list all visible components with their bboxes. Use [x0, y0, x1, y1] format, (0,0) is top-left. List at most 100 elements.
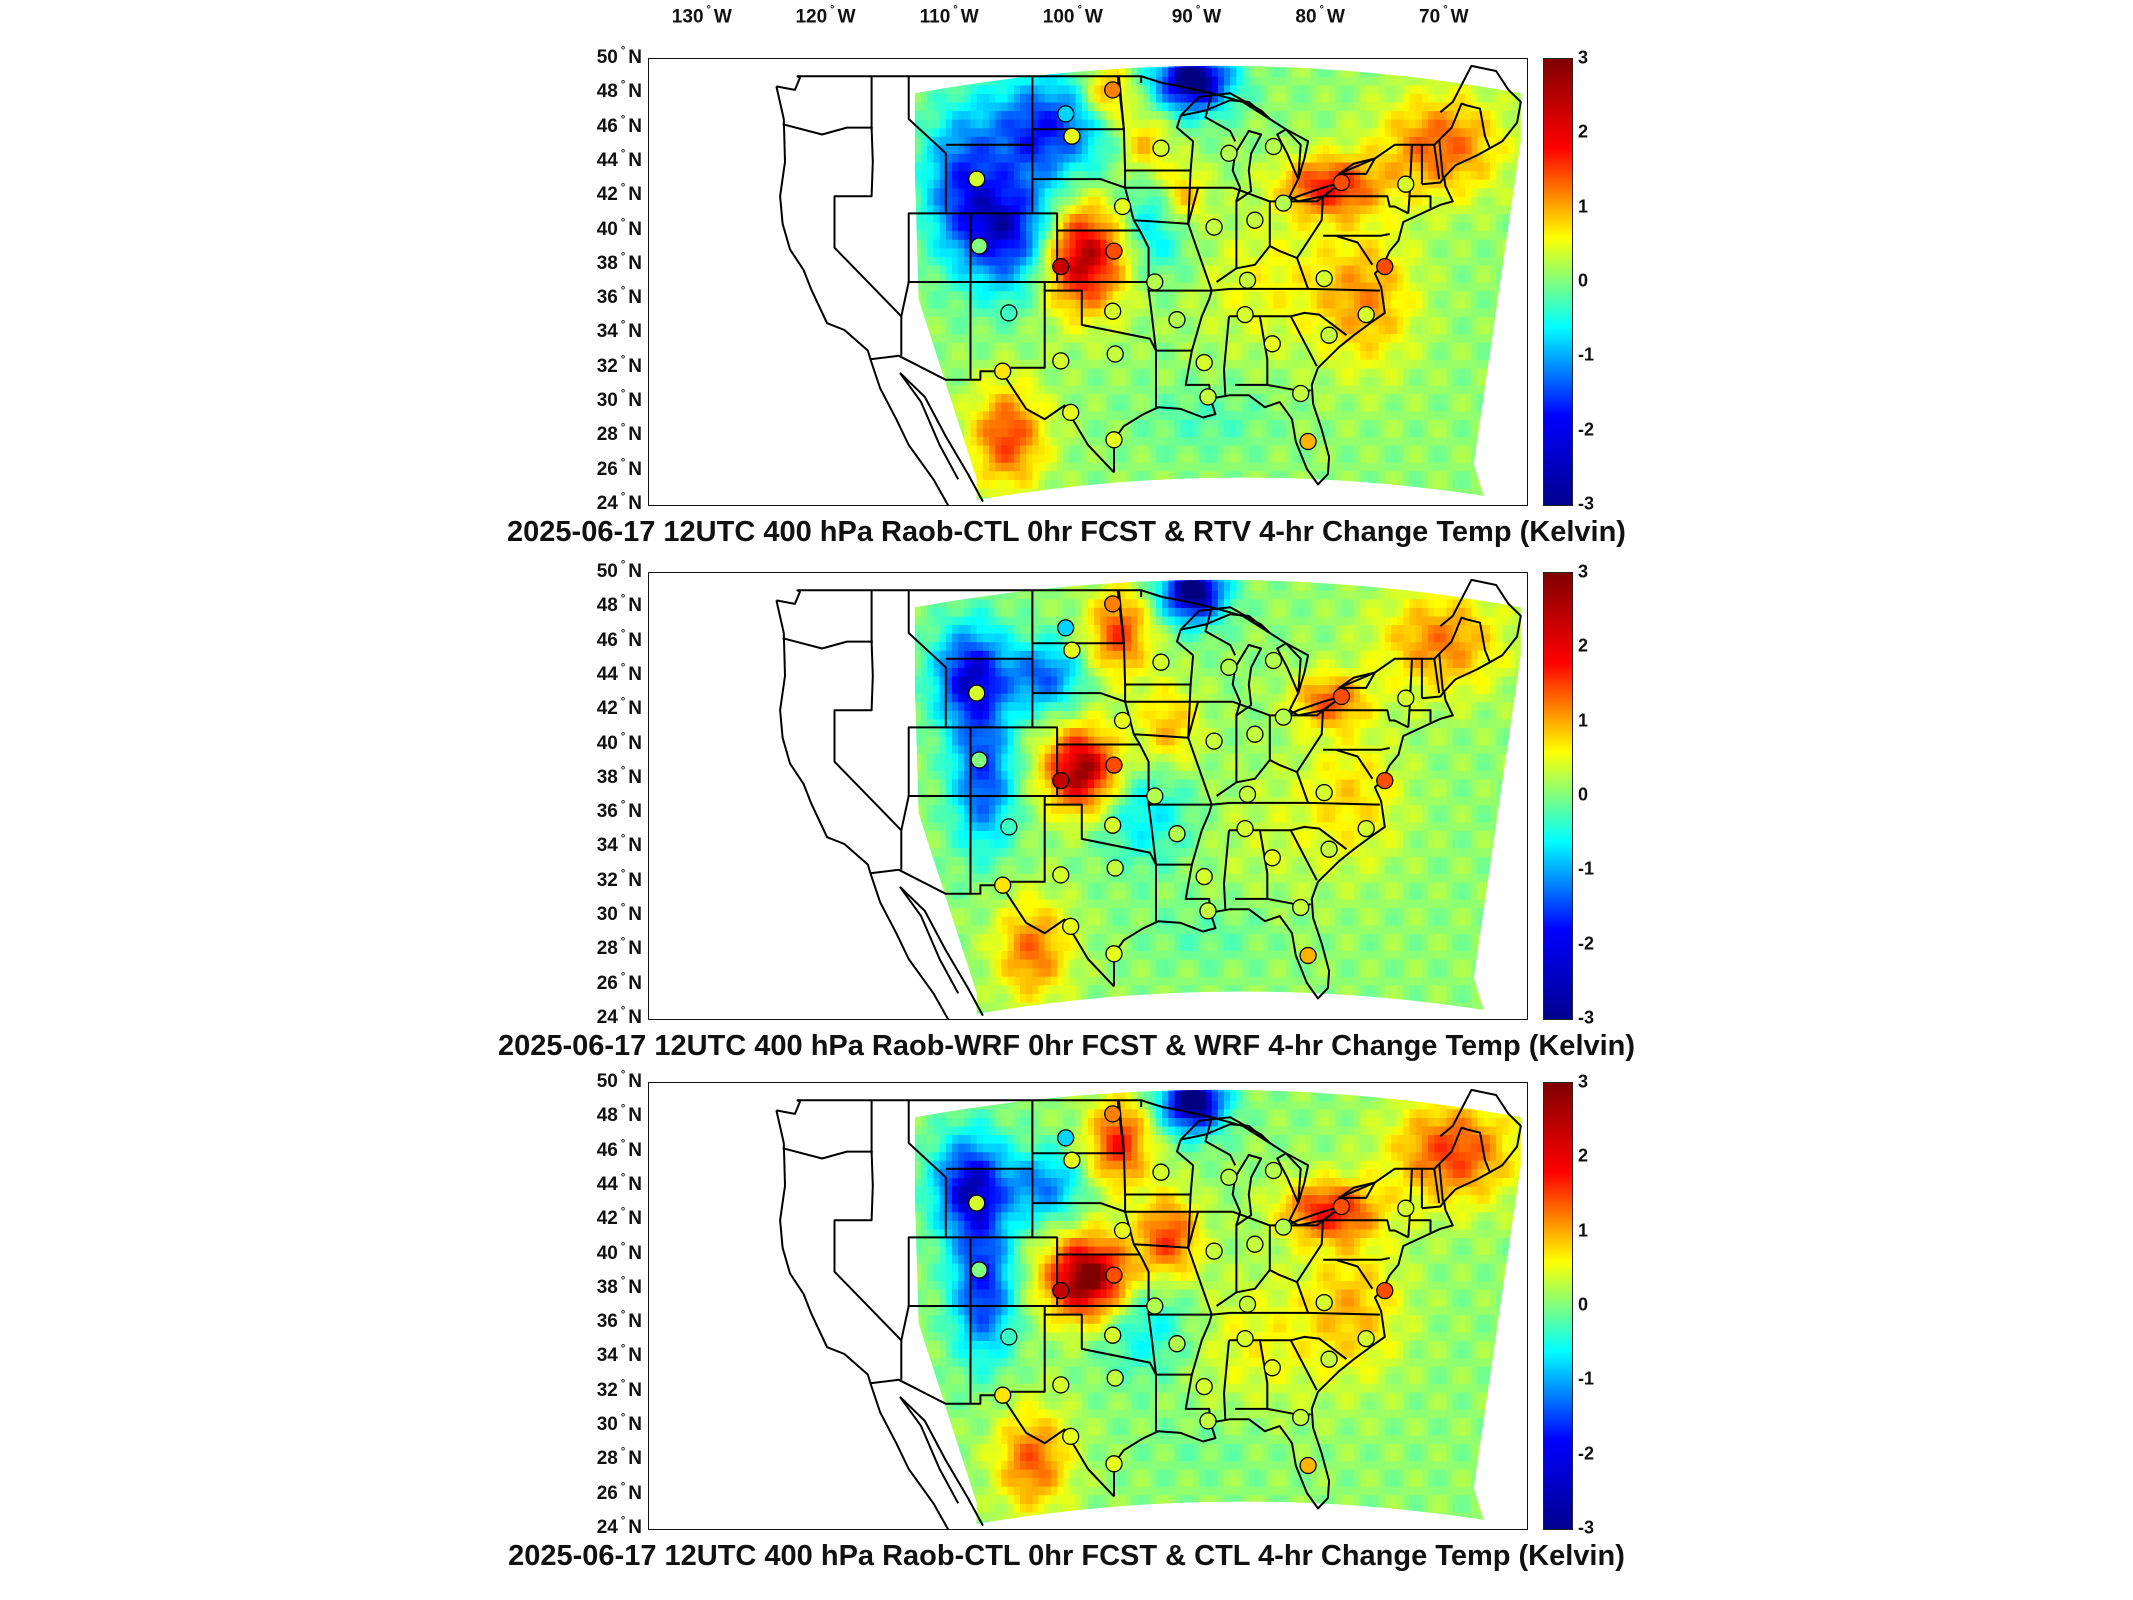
map-frame: [648, 1082, 1528, 1530]
station-marker: [1195, 1377, 1213, 1396]
station-marker: [1146, 1297, 1164, 1315]
raob-stations: [968, 81, 1415, 451]
station-marker: [970, 751, 988, 769]
latitude-axis: 50 ° N 48 ° N 46 ° N 44 ° N 42 ° N 40 ° N 38 ° N 36 ° N 34 ° N 32 ° N…: [560, 45, 646, 514]
latitude-label: 44 ° N: [596, 1171, 642, 1196]
station-marker: [1062, 403, 1080, 422]
station-marker: [1062, 1427, 1080, 1446]
station-marker: [1299, 432, 1317, 451]
station-marker: [1236, 1329, 1254, 1348]
latitude-label: 36 ° N: [596, 1308, 642, 1333]
station-marker: [1104, 1105, 1122, 1123]
station-marker: [1199, 1412, 1217, 1430]
latitude-label: 46 ° N: [596, 1137, 642, 1161]
station-marker: [1105, 1266, 1123, 1284]
station-marker: [1320, 1350, 1338, 1368]
station-marker: [1113, 197, 1132, 216]
station-marker: [1292, 898, 1310, 917]
colorbar-tick-label: 3: [1578, 561, 1589, 582]
station-marker: [968, 170, 986, 188]
latitude-label: 32 ° N: [596, 1377, 642, 1401]
station-marker: [1000, 304, 1018, 322]
latitude-axis: 50 ° N 48 ° N 46 ° N 44 ° N 42 ° N 40 ° N 38 ° N 36 ° N 34 ° N 32 ° N…: [560, 559, 646, 1028]
station-marker: [1168, 311, 1186, 329]
latitude-label: 30 ° N: [596, 387, 642, 412]
raob-stations: [968, 1105, 1415, 1475]
latitude-label: 42 ° N: [596, 1206, 642, 1230]
temperature-map: [775, 64, 1522, 505]
latitude-label: 32 ° N: [596, 867, 642, 891]
station-marker: [1246, 725, 1264, 743]
latitude-label: 28 ° N: [596, 1446, 642, 1470]
station-marker: [1052, 1376, 1070, 1394]
station-marker: [1236, 305, 1254, 324]
station-marker: [1146, 273, 1164, 291]
latitude-label: 28 ° N: [596, 936, 642, 960]
latitude-label: 34 ° N: [596, 319, 642, 343]
station-marker: [1199, 388, 1217, 406]
station-marker: [970, 1261, 988, 1279]
station-marker: [1376, 771, 1394, 790]
latitude-label: 26 ° N: [596, 1480, 642, 1504]
station-marker: [1315, 269, 1333, 288]
raob-stations: [968, 595, 1415, 965]
station-marker: [1195, 353, 1213, 372]
station-marker: [1332, 173, 1351, 192]
colorbar-tick-label: 2: [1578, 635, 1589, 656]
station-marker: [1299, 1456, 1317, 1475]
station-marker: [1397, 689, 1415, 707]
temperature-map: [775, 578, 1522, 1019]
station-marker: [1052, 866, 1070, 884]
station-marker: [1397, 175, 1415, 193]
station-marker: [994, 1386, 1012, 1404]
station-marker: [1105, 756, 1123, 774]
station-marker: [1315, 1293, 1333, 1312]
station-marker: [1063, 641, 1081, 659]
station-marker: [1168, 825, 1186, 843]
latitude-label: 40 ° N: [596, 1240, 642, 1264]
latitude-label: 24 ° N: [596, 1514, 642, 1539]
latitude-label: 30 ° N: [596, 901, 642, 926]
station-marker: [1357, 305, 1375, 324]
latitude-label: 50 ° N: [596, 44, 642, 69]
station-marker: [1238, 271, 1257, 289]
station-marker: [1063, 127, 1081, 145]
station-marker: [1332, 1197, 1351, 1216]
station-marker: [1238, 785, 1257, 803]
station-marker: [1152, 1163, 1170, 1181]
station-marker: [1168, 1335, 1186, 1353]
station-marker: [994, 362, 1012, 380]
latitude-label: 48 ° N: [596, 1103, 642, 1127]
station-marker: [1057, 105, 1075, 123]
longitude-label: 110 ° W: [919, 4, 979, 28]
station-marker: [1106, 1369, 1124, 1387]
colorbar-tick-label: 0: [1578, 1294, 1589, 1315]
station-marker: [1104, 816, 1122, 834]
station-marker: [1274, 1218, 1293, 1236]
latitude-label: 40 ° N: [596, 730, 642, 754]
boundaries: [775, 1088, 1522, 1529]
station-marker: [1376, 1281, 1394, 1300]
colorbar-tick-label: 1: [1578, 1220, 1589, 1241]
latitude-label: 50 ° N: [596, 1068, 642, 1093]
latitude-label: 38 ° N: [596, 250, 642, 275]
latitude-label: 48 ° N: [596, 79, 642, 103]
panel-title: 2025-06-17 12UTC 400 hPa Raob-CTL 0hr FC…: [507, 516, 1626, 548]
latitude-label: 38 ° N: [596, 1274, 642, 1299]
station-marker: [1152, 653, 1170, 671]
station-marker: [1299, 946, 1317, 965]
station-marker: [1246, 211, 1264, 229]
station-marker: [1105, 1455, 1123, 1473]
colorbar-ticks: 3 2 1 0 -1 -2 -3: [1578, 1072, 1618, 1538]
colorbar-tick-label: -3: [1578, 1007, 1595, 1028]
station-marker: [1274, 708, 1293, 726]
latitude-label: 36 ° N: [596, 284, 642, 309]
station-marker: [1264, 651, 1283, 670]
station-marker: [1052, 1281, 1070, 1300]
longitude-label: 90 ° W: [1171, 4, 1222, 28]
colorbar-tick-label: -1: [1578, 344, 1595, 365]
station-marker: [1357, 1329, 1375, 1348]
station-marker: [1315, 783, 1333, 802]
station-marker: [1199, 902, 1217, 920]
colorbar: [1543, 1082, 1573, 1530]
